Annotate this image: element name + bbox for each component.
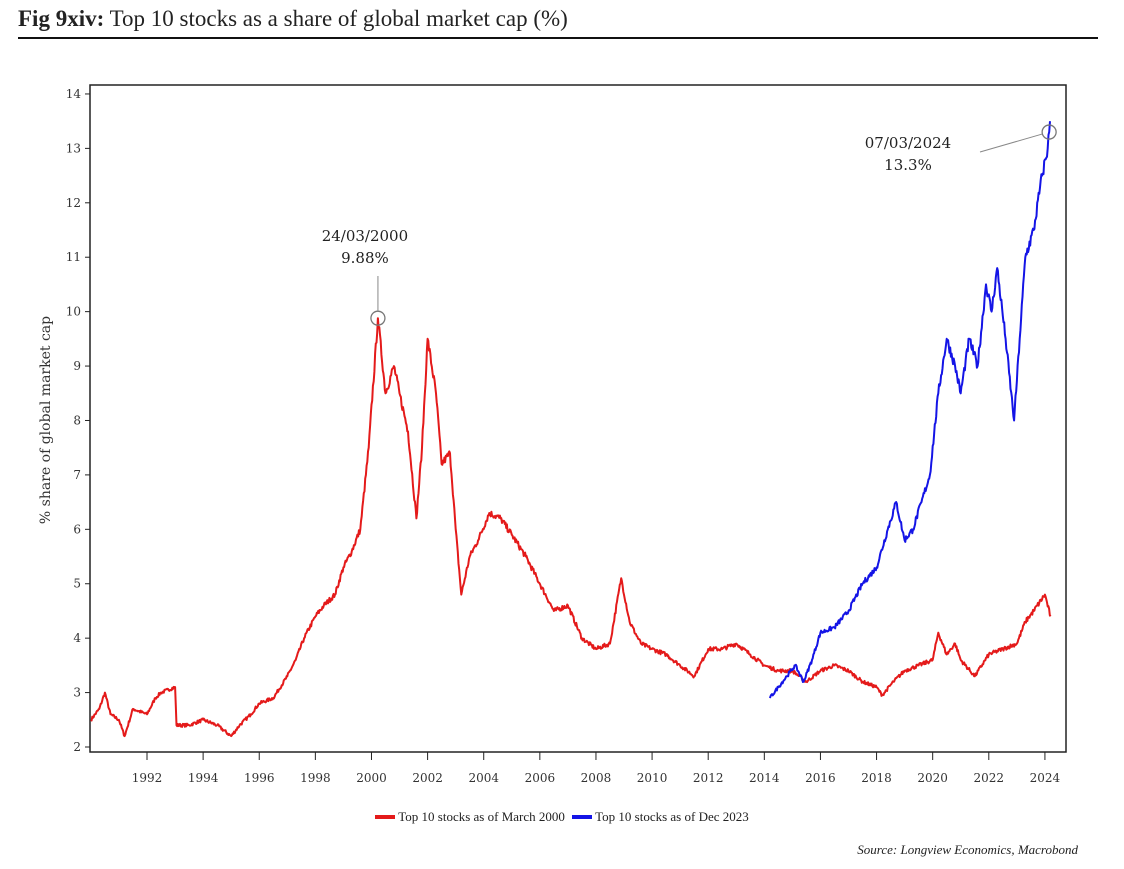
y-tick-label: 13	[66, 141, 81, 155]
x-tick-label: 2020	[917, 771, 948, 785]
x-tick-label: 2008	[581, 771, 612, 785]
legend-item-march-2000: Top 10 stocks as of March 2000	[375, 809, 565, 825]
legend-swatch-blue	[572, 815, 593, 819]
x-tick-label: 2012	[693, 771, 724, 785]
x-tick-label: 1994	[188, 771, 219, 785]
annotation-value: 13.3%	[884, 156, 932, 174]
legend-item-dec-2023: Top 10 stocks as of Dec 2023	[572, 809, 749, 825]
y-tick-label: 3	[73, 686, 81, 700]
x-tick-label: 1992	[132, 771, 163, 785]
series-line-1	[768, 121, 1051, 699]
x-tick-label: 2024	[1030, 771, 1061, 785]
y-tick-label: 4	[73, 631, 81, 645]
plot-frame	[89, 84, 1067, 753]
y-tick-label: 9	[73, 359, 81, 373]
legend-label: Top 10 stocks as of March 2000	[398, 809, 565, 824]
y-tick-label: 2	[73, 740, 81, 754]
figure-number: Fig 9xiv:	[18, 6, 105, 31]
chart-title: Fig 9xiv: Top 10 stocks as a share of gl…	[18, 6, 568, 32]
title-underline	[18, 37, 1098, 39]
y-tick-label: 12	[66, 196, 81, 210]
x-tick-label: 2000	[356, 771, 387, 785]
annotation-leader	[979, 133, 1043, 153]
line-chart: 2 3 4 5 6 7 8 9 10 11 12 13 14 1992 1994 1996 1998 2000 20…	[38, 84, 1067, 785]
legend-swatch-red	[375, 815, 396, 819]
y-tick-label: 6	[73, 522, 81, 536]
annotation-value: 9.88%	[341, 249, 389, 267]
x-tick-label: 2004	[468, 771, 499, 785]
x-tick-label: 2022	[974, 771, 1005, 785]
source-note: Source: Longview Economics, Macrobond	[857, 842, 1078, 857]
annotation-date: 07/03/2024	[865, 134, 951, 152]
y-tick-label: 7	[73, 468, 81, 482]
x-tick-label: 1996	[244, 771, 275, 785]
y-axis-label: % share of global market cap	[38, 316, 54, 524]
y-tick-label: 5	[73, 577, 81, 591]
x-tick-label: 2010	[637, 771, 668, 785]
series-line-0	[90, 317, 1052, 738]
legend: Top 10 stocks as of March 2000 Top 10 st…	[0, 807, 1124, 825]
y-tick-label: 14	[66, 87, 82, 101]
y-tick-label: 11	[66, 250, 81, 264]
x-tick-label: 2016	[805, 771, 836, 785]
title-text: Top 10 stocks as a share of global marke…	[104, 6, 568, 31]
x-tick-label: 2002	[412, 771, 443, 785]
x-tick-label: 2018	[861, 771, 892, 785]
x-tick-label: 2014	[749, 771, 780, 785]
y-tick-label: 10	[66, 305, 81, 319]
annotation-circle	[1041, 124, 1057, 140]
y-tick-label: 8	[73, 413, 81, 427]
x-tick-label: 2006	[525, 771, 556, 785]
annotation-date: 24/03/2000	[322, 227, 408, 245]
x-tick-label: 1998	[300, 771, 331, 785]
legend-label: Top 10 stocks as of Dec 2023	[595, 809, 749, 824]
